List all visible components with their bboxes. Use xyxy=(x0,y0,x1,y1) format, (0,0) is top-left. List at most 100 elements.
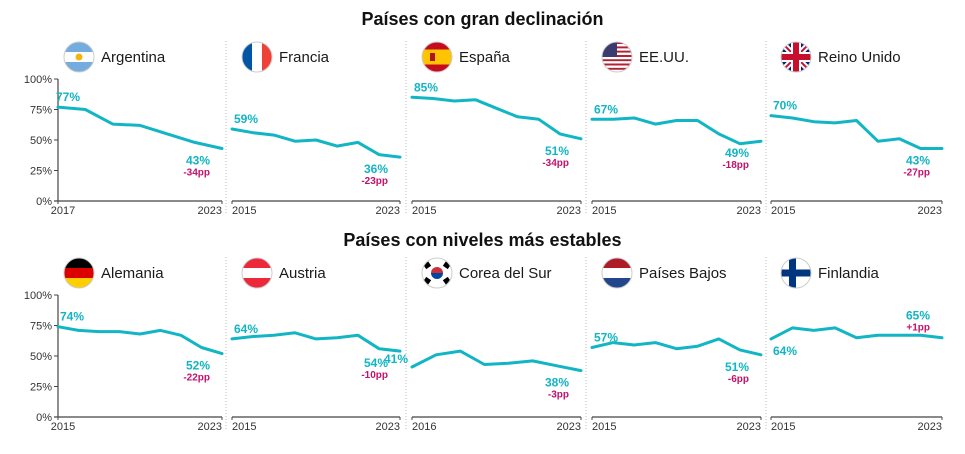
y-tick-label: 50% xyxy=(30,351,52,363)
y-tick-label: 0% xyxy=(36,196,52,208)
series-line xyxy=(590,337,763,357)
end-value-label: 49% xyxy=(725,146,749,160)
x-tick-label: 2015 xyxy=(51,421,75,433)
chart-panel-francia: Francia 2015 2023 59% 36%-23pp xyxy=(230,41,402,217)
start-value-label: 67% xyxy=(594,102,618,116)
x-tick-label: 2015 xyxy=(412,205,436,217)
end-value-label: 43% xyxy=(186,154,210,168)
chart-panel-corea-del-sur: Corea del Sur 2016 2023 41% 38%-3pp xyxy=(384,257,583,433)
x-tick-label: 2015 xyxy=(592,205,616,217)
end-value-label: 38% xyxy=(545,376,569,390)
x-tick-label: 2023 xyxy=(737,421,761,433)
x-tick-label: 2016 xyxy=(412,421,436,433)
chart-panel-finlandia: Finlandia 2015 2023 64% 65%+1pp xyxy=(769,257,944,433)
chart-title: Francia xyxy=(279,49,330,66)
x-tick-label: 2023 xyxy=(918,205,942,217)
flag-south-korea-icon xyxy=(422,258,452,288)
end-value-label: 51% xyxy=(725,360,749,374)
section-title-top: Países con gran declinación xyxy=(361,9,604,29)
chart-title: Alemania xyxy=(101,265,164,282)
start-value-label: 77% xyxy=(56,90,80,104)
x-tick-label: 2023 xyxy=(198,421,222,433)
x-tick-label: 2023 xyxy=(557,205,581,217)
x-tick-label: 2017 xyxy=(51,205,75,217)
x-tick-label: 2023 xyxy=(376,205,400,217)
x-tick-label: 2015 xyxy=(232,421,256,433)
chart-title: Reino Unido xyxy=(818,49,901,66)
flag-argentina-icon xyxy=(64,42,94,72)
delta-label: -34pp xyxy=(542,158,569,169)
chart-panel-pa-ses-bajos: Países Bajos 2015 2023 57% 51%-6pp xyxy=(590,257,763,433)
delta-label: -3pp xyxy=(548,390,569,401)
delta-label: +1pp xyxy=(906,323,930,334)
delta-label: -18pp xyxy=(722,160,749,171)
chart-title: Austria xyxy=(279,265,326,282)
chart-title: Finlandia xyxy=(818,265,880,282)
flag-spain-icon xyxy=(422,42,452,72)
chart-title: España xyxy=(459,49,511,66)
chart-title: Argentina xyxy=(101,49,166,66)
x-tick-label: 2015 xyxy=(232,205,256,217)
chart-panel-reino-unido: Reino Unido 2015 2023 70% 43%-27pp xyxy=(769,41,944,217)
series-line xyxy=(769,326,944,341)
delta-label: -34pp xyxy=(183,168,210,179)
series-line xyxy=(410,349,583,373)
y-tick-label: 100% xyxy=(24,74,52,86)
chart-title: EE.UU. xyxy=(639,49,689,66)
delta-label: -27pp xyxy=(903,168,930,179)
chart-panel-ee-uu-: EE.UU. 2015 2023 67% 49%-18pp xyxy=(590,41,763,217)
y-tick-label: 75% xyxy=(30,321,52,333)
end-value-label: 52% xyxy=(186,359,210,373)
flag-finland-icon xyxy=(781,258,811,288)
start-value-label: 70% xyxy=(773,99,797,113)
delta-label: -22pp xyxy=(183,373,210,384)
chart-panel-austria: Austria 2015 2023 64% 54%-10pp xyxy=(230,257,402,433)
series-line xyxy=(410,95,583,141)
end-value-label: 54% xyxy=(364,356,388,370)
start-value-label: 74% xyxy=(60,310,84,324)
chart-panel-alemania: Alemania 2015 2023 74% 52%-22pp xyxy=(51,257,224,433)
series-line xyxy=(230,127,402,159)
end-value-label: 43% xyxy=(906,154,930,168)
delta-label: -23pp xyxy=(361,176,388,187)
start-value-label: 41% xyxy=(384,352,408,366)
flag-netherlands-icon xyxy=(602,258,632,288)
y-tick-label: 75% xyxy=(30,105,52,117)
start-value-label: 64% xyxy=(773,344,797,358)
chart-title: Países Bajos xyxy=(639,265,727,282)
start-value-label: 85% xyxy=(414,80,438,94)
y-tick-label: 0% xyxy=(36,412,52,424)
flag-germany-icon xyxy=(64,258,94,288)
chart-panel-espa-a: España 2015 2023 85% 51%-34pp xyxy=(410,41,583,217)
x-tick-label: 2023 xyxy=(557,421,581,433)
chart-title: Corea del Sur xyxy=(459,265,552,282)
series-line xyxy=(56,105,224,150)
series-line xyxy=(769,114,944,150)
x-tick-label: 2023 xyxy=(918,421,942,433)
x-tick-label: 2015 xyxy=(771,421,795,433)
section-title-bottom: Países con niveles más estables xyxy=(343,230,622,250)
end-value-label: 65% xyxy=(906,309,930,323)
y-tick-label: 100% xyxy=(24,290,52,302)
delta-label: -10pp xyxy=(361,370,388,381)
end-value-label: 36% xyxy=(364,162,388,176)
y-tick-label: 25% xyxy=(30,166,52,178)
chart-panel-argentina: Argentina 2017 2023 77% 43%-34pp xyxy=(51,41,224,217)
start-value-label: 59% xyxy=(234,112,258,126)
flag-france-icon xyxy=(242,42,272,72)
x-tick-label: 2023 xyxy=(376,421,400,433)
flag-uk-icon xyxy=(781,42,811,72)
series-line xyxy=(56,325,224,356)
y-tick-label: 25% xyxy=(30,382,52,394)
start-value-label: 57% xyxy=(594,330,618,344)
x-tick-label: 2023 xyxy=(198,205,222,217)
series-line xyxy=(590,116,763,146)
end-value-label: 51% xyxy=(545,144,569,158)
x-tick-label: 2015 xyxy=(771,205,795,217)
flag-austria-icon xyxy=(242,258,272,288)
start-value-label: 64% xyxy=(234,322,258,336)
x-tick-label: 2015 xyxy=(592,421,616,433)
series-line xyxy=(230,331,402,353)
delta-label: -6pp xyxy=(728,374,749,385)
